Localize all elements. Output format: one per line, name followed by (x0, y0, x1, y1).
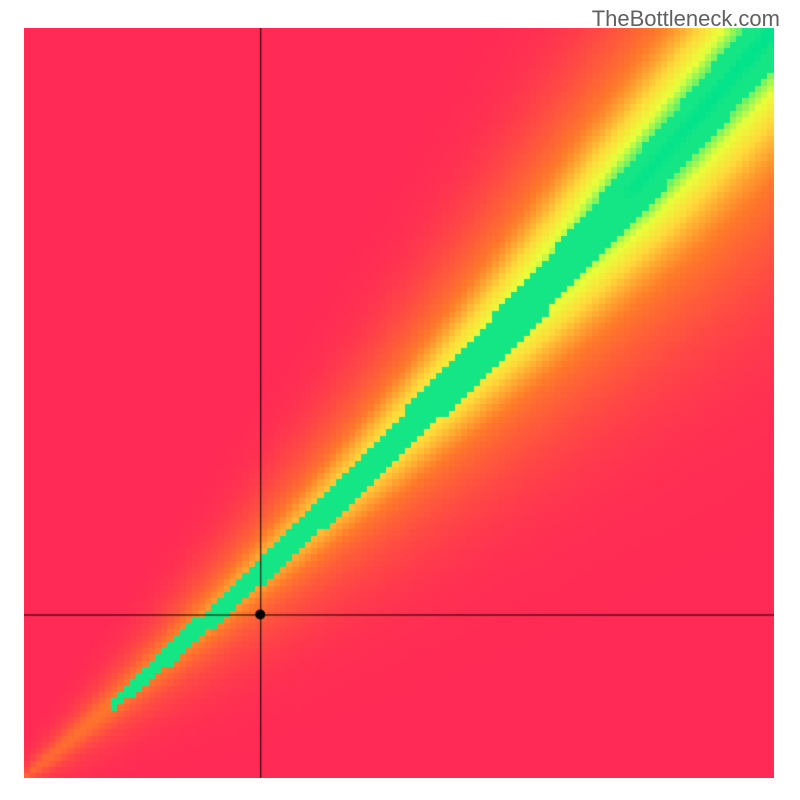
bottleneck-heatmap (24, 28, 774, 778)
watermark: TheBottleneck.com (592, 6, 780, 32)
heatmap-canvas (24, 28, 774, 778)
